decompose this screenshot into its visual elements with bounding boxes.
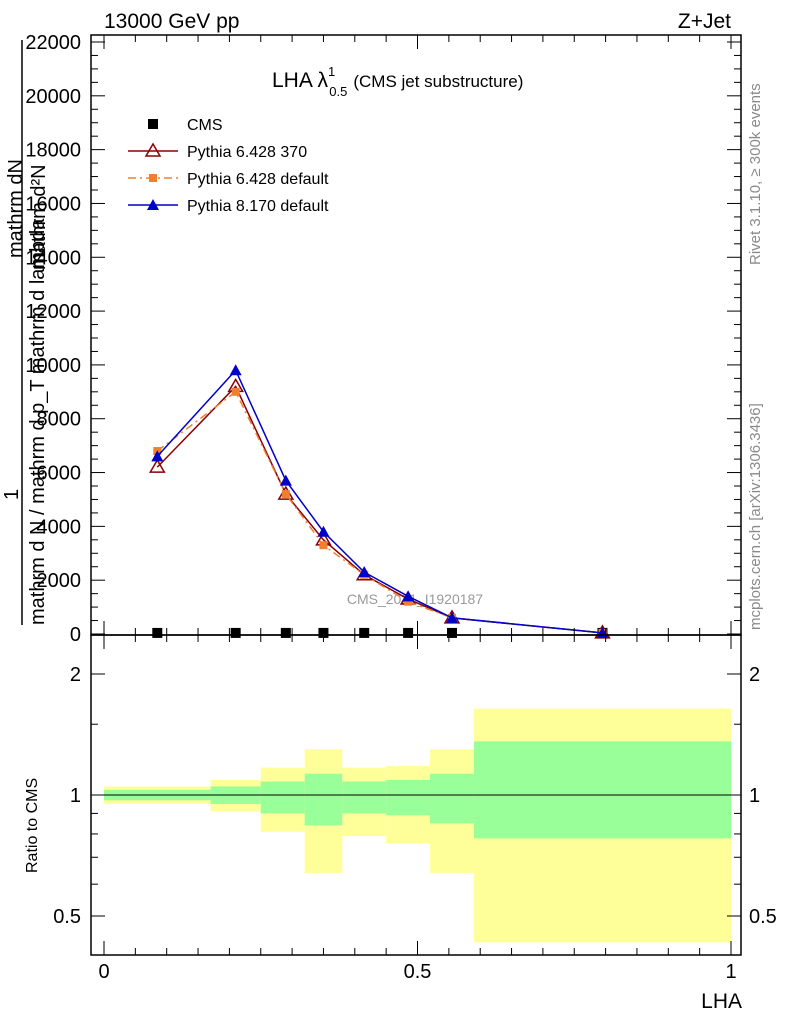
ratio-ytick-label-0: 0.5 [53, 906, 81, 928]
top-ytick-label-1: 2000 [37, 570, 82, 592]
energy-label: 13000 GeV pp [104, 10, 239, 33]
top-ytick-label-5: 10000 [25, 355, 81, 377]
legend-marker-1 [144, 142, 162, 157]
series-2-point-2 [281, 490, 290, 499]
axes: 0 2000 4000 6000 8000 10000 12000 14000 16000 180… [25, 32, 776, 983]
legend-marker-2 [149, 174, 157, 182]
series-0-point-0 [152, 627, 163, 638]
series-3-point-4 [358, 566, 371, 578]
xtick-label-2: 1 [725, 961, 736, 983]
series-0-point-1 [230, 627, 241, 638]
plot-title: LHA λ1 0.5 (CMS jet substructure) [272, 64, 523, 99]
ylabel-top-one: 1 [1, 489, 23, 500]
top-ytick-label-7: 14000 [25, 247, 81, 269]
series-3-point-5 [402, 590, 415, 602]
top-ytick-label-0: 0 [70, 624, 81, 646]
series-2-point-1 [231, 387, 240, 396]
series-0-point-2 [280, 627, 291, 638]
legend-marker-0 [148, 119, 158, 129]
ylabel-ratio: Ratio to CMS [24, 778, 41, 873]
plot-title-main: LHA λ [272, 69, 329, 92]
ratio-ytick-label-right-0: 0.5 [749, 906, 777, 928]
ratio-ytick-label-right-1: 1 [749, 785, 760, 807]
legend: CMS Pythia 6.428 370 Pythia 6.428 default P… [128, 117, 329, 215]
series-1-point-0 [148, 458, 166, 473]
ylabel-top-denominator: mathrm d N / mathrm d p_T mathrm d lambd… [27, 218, 49, 625]
top-ytick-label-3: 6000 [37, 463, 82, 485]
process-label: Z+Jet [678, 10, 731, 33]
top-ytick-label-8: 16000 [25, 193, 81, 215]
ratio-ytick-label-1: 1 [70, 785, 81, 807]
series-3-point-6 [445, 611, 458, 623]
ratio-bands [91, 708, 741, 943]
legend-label-1: Pythia 6.428 370 [187, 144, 307, 161]
ratio-ytick-label-2: 2 [70, 664, 81, 686]
top-ytick-label-4: 8000 [37, 409, 82, 431]
legend-marker-3 [147, 199, 159, 210]
series-line-3 [156, 368, 603, 634]
series-0-point-5 [403, 627, 414, 638]
series-2-point-3 [319, 541, 328, 550]
ratio-band-1-bin-5 [386, 779, 431, 816]
series-2-point-5 [404, 597, 413, 606]
series-3-point-1 [229, 364, 242, 376]
top-ytick-label-9: 18000 [25, 140, 81, 162]
rivet-label: Rivet 3.1.10, ≥ 300k events [747, 83, 764, 265]
series-0-point-4 [359, 627, 370, 638]
legend-label-2: Pythia 6.428 default [187, 171, 329, 188]
ratio-band-1-bin-3 [304, 773, 343, 826]
top-ytick-label-11: 22000 [25, 32, 81, 54]
ratio-band-1-bin-2 [260, 781, 305, 814]
top-series [148, 364, 611, 639]
series-0-point-6 [446, 627, 457, 638]
series-3-point-3 [317, 525, 330, 537]
plot-title-sub: 0.5 [329, 84, 347, 99]
mcplots-label: mcplots.cern.ch [arXiv:1306.3436] [747, 403, 764, 630]
ratio-band-1-bin-7 [473, 741, 731, 839]
xtick-label-1: 0.5 [404, 961, 432, 983]
top-ytick-label-10: 20000 [25, 86, 81, 108]
top-ytick-label-6: 12000 [25, 301, 81, 323]
legend-label-3: Pythia 8.170 default [187, 198, 329, 215]
ratio-band-1-bin-4 [342, 781, 387, 814]
plot-title-note: (CMS jet substructure) [353, 72, 523, 91]
series-3-point-0 [151, 450, 164, 462]
ylabel-top-numerator: mathrm dN [5, 159, 27, 258]
plot-title-sup: 1 [328, 64, 335, 79]
xtick-label-0: 0 [98, 961, 109, 983]
series-line-2 [156, 390, 603, 634]
series-3-point-2 [279, 474, 292, 486]
top-ytick-label-2: 4000 [37, 516, 82, 538]
ratio-ytick-label-right-2: 2 [749, 664, 760, 686]
ratio-band-1-bin-6 [430, 773, 474, 824]
xlabel: LHA [701, 990, 742, 1013]
legend-label-0: CMS [187, 117, 223, 134]
ylabel-top-line1: mathrm d²N [28, 164, 50, 270]
